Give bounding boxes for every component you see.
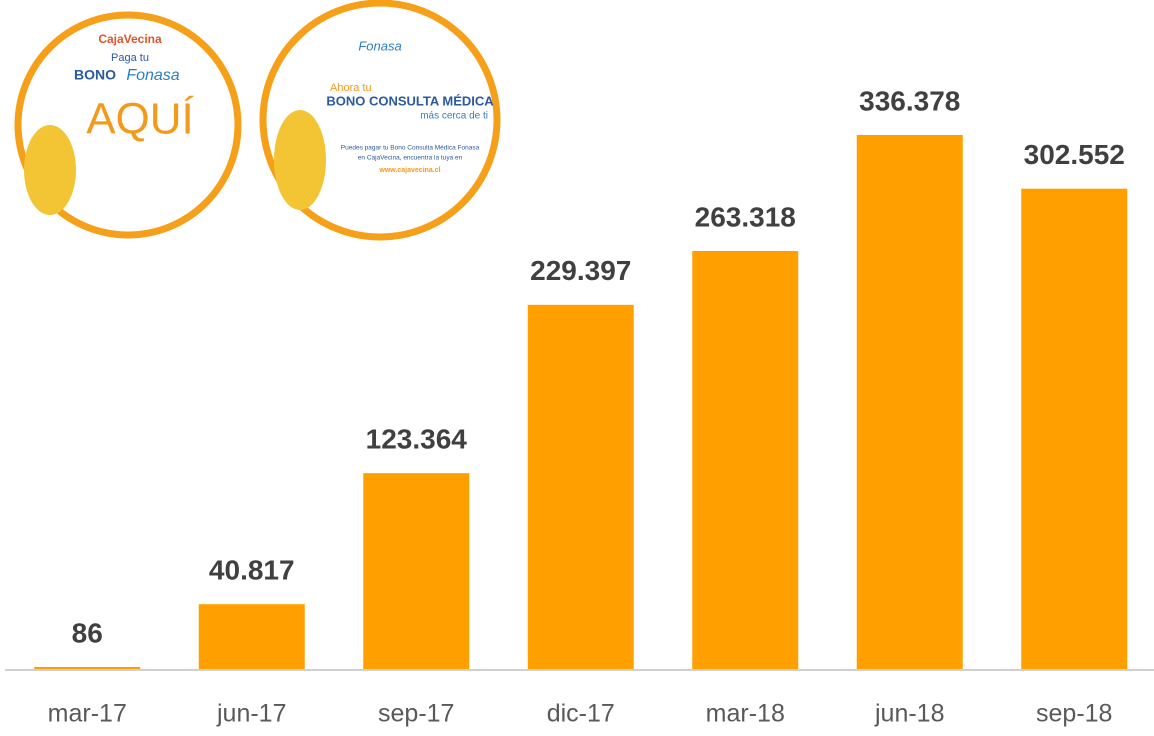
x-tick-label: jun-18	[874, 700, 945, 728]
bar	[527, 304, 634, 669]
x-tick-label: dic-17	[547, 700, 615, 728]
bar	[1021, 188, 1128, 669]
value-label: 263.318	[695, 201, 796, 232]
sticker-text: www.cajavecina.cl	[378, 167, 440, 174]
brand: CajaVecina	[98, 32, 162, 46]
sticker-cajavecina: CajaVecina Paga tu BONO Fonasa AQUÍ	[14, 11, 242, 239]
value-label: 229.397	[530, 255, 631, 286]
duck	[274, 110, 326, 210]
value-label: 86	[72, 617, 103, 648]
x-tick-label: sep-17	[378, 700, 454, 728]
sticker-text: BONO	[74, 67, 116, 83]
sticker-text: Paga tu	[111, 52, 149, 64]
sticker-text: AQUÍ	[86, 95, 194, 144]
x-tick-label: sep-18	[1036, 700, 1112, 728]
x-tick-label: mar-18	[706, 700, 785, 728]
sticker-fonasa: Fonasa Ahora tu BONO CONSULTA MÉDICA más…	[259, 0, 501, 241]
brand: Fonasa	[358, 38, 401, 53]
sticker-text: en CajaVecina, encuentra la tuya en	[358, 155, 463, 162]
value-label: 123.364	[366, 424, 468, 455]
sticker-text: Ahora tu	[330, 82, 372, 94]
x-tick-label: jun-17	[216, 700, 287, 728]
bar	[856, 135, 963, 669]
x-tick-label: mar-17	[48, 700, 127, 728]
value-label: 336.378	[859, 85, 960, 116]
bar	[692, 250, 799, 669]
bar	[363, 473, 470, 669]
sticker-text: más cerca de ti	[420, 111, 488, 122]
sticker-text: Fonasa	[126, 67, 179, 84]
sticker-text: BONO CONSULTA MÉDICA	[326, 93, 494, 108]
sticker-text: Puedes pagar tu Bono Consulta Médica Fon…	[341, 145, 480, 152]
value-label: 40.817	[209, 555, 295, 586]
value-label: 302.552	[1024, 139, 1125, 170]
bar	[34, 667, 141, 669]
duck	[24, 125, 76, 215]
bar	[198, 604, 305, 669]
